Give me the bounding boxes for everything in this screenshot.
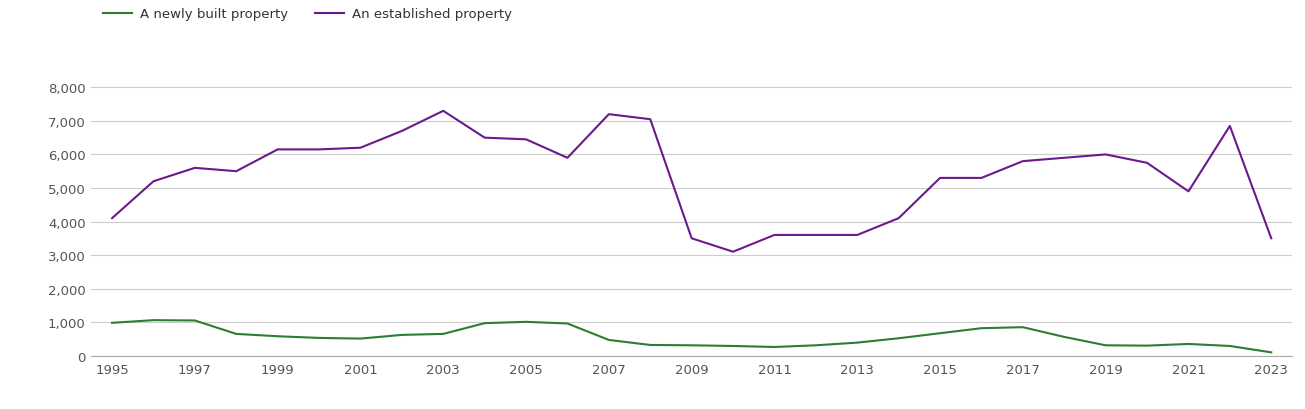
A newly built property (932, 331, 947, 336)
An established property (104, 216, 120, 221)
A newly built property (642, 343, 658, 348)
A newly built property (891, 336, 907, 341)
An established property (187, 166, 202, 171)
An established property (270, 148, 286, 153)
A newly built property (1015, 325, 1031, 330)
An established property (518, 137, 534, 142)
An established property (146, 180, 162, 184)
A newly built property (228, 332, 244, 337)
A newly built property (146, 318, 162, 323)
A newly built property (518, 319, 534, 324)
An established property (1139, 161, 1155, 166)
An established property (228, 169, 244, 174)
A newly built property (1057, 335, 1073, 339)
An established property (1057, 156, 1073, 161)
A newly built property (311, 336, 326, 341)
A newly built property (1139, 343, 1155, 348)
A newly built property (352, 336, 368, 341)
An established property (974, 176, 989, 181)
A newly built property (104, 321, 120, 326)
A newly built property (1263, 350, 1279, 355)
An established property (850, 233, 865, 238)
A newly built property (436, 332, 452, 337)
An established property (1098, 153, 1113, 157)
Legend: A newly built property, An established property: A newly built property, An established p… (98, 3, 517, 27)
An established property (932, 176, 947, 181)
An established property (311, 148, 326, 153)
An established property (1221, 124, 1237, 129)
An established property (476, 136, 492, 141)
A newly built property (726, 344, 741, 348)
An established property (726, 249, 741, 254)
Line: A newly built property: A newly built property (112, 320, 1271, 353)
A newly built property (850, 340, 865, 345)
Line: An established property: An established property (112, 112, 1271, 252)
An established property (602, 112, 617, 117)
A newly built property (1098, 343, 1113, 348)
An established property (808, 233, 823, 238)
An established property (560, 156, 576, 161)
An established property (394, 129, 410, 134)
An established property (1263, 236, 1279, 241)
An established property (642, 117, 658, 122)
An established property (891, 216, 907, 221)
A newly built property (808, 343, 823, 348)
An established property (1015, 159, 1031, 164)
A newly built property (766, 345, 782, 350)
A newly built property (602, 338, 617, 343)
A newly built property (394, 333, 410, 337)
An established property (684, 236, 699, 241)
An established property (1181, 189, 1197, 194)
An established property (766, 233, 782, 238)
A newly built property (684, 343, 699, 348)
An established property (352, 146, 368, 151)
A newly built property (974, 326, 989, 331)
A newly built property (476, 321, 492, 326)
A newly built property (1181, 342, 1197, 346)
A newly built property (270, 334, 286, 339)
An established property (436, 109, 452, 114)
A newly built property (187, 318, 202, 323)
A newly built property (1221, 344, 1237, 348)
A newly built property (560, 321, 576, 326)
